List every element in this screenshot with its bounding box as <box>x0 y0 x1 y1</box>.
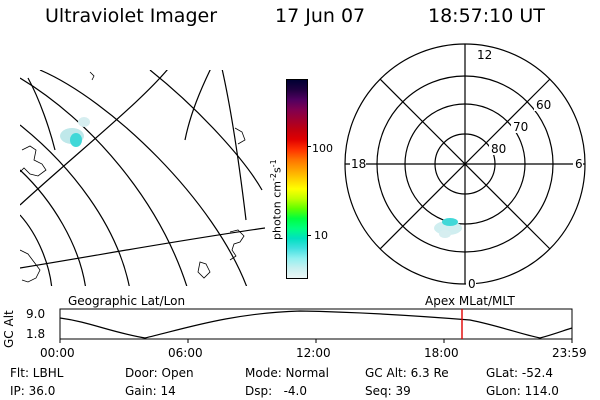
ip-info: IP: 36.0 <box>10 384 56 398</box>
coastline <box>229 229 245 261</box>
mlt-label-6: 6 <box>575 157 583 171</box>
time-label: 18:57:10 UT <box>428 5 545 27</box>
coastline <box>20 249 41 283</box>
altitude-ytick-max: 9.0 <box>26 307 46 321</box>
seq-info: Seq: 39 <box>365 384 411 398</box>
mode-info: Mode: Normal <box>245 366 329 380</box>
latitude-line <box>149 70 263 191</box>
latitude-line <box>20 124 130 286</box>
meridian-line <box>27 77 56 151</box>
colorbar-tick-100: 100 <box>312 142 333 155</box>
colorbar <box>286 79 308 279</box>
lat-label-80: 80 <box>491 142 507 156</box>
gain-info: Gain: 14 <box>125 384 176 398</box>
aurora-emission-geo <box>60 117 90 147</box>
tick-mark <box>307 235 311 236</box>
mlt-label-18: 18 <box>351 157 367 171</box>
meridian-line <box>184 70 211 141</box>
date-label: 17 Jun 07 <box>275 5 366 27</box>
gc-alt-info: GC Alt: 6.3 Re <box>365 366 449 380</box>
altitude-ytick-min: 1.8 <box>26 327 46 341</box>
dsp-info: Dsp: -4.0 <box>245 384 308 398</box>
meridian-line <box>221 70 247 221</box>
latitude-line <box>20 77 188 286</box>
meridian-line <box>20 70 168 206</box>
time-tick-1200: 12:00 <box>296 346 331 360</box>
altitude-curve <box>59 310 573 339</box>
latitude-line <box>39 70 248 286</box>
door-info: Door: Open <box>125 366 194 380</box>
time-tick-0600: 06:00 <box>168 346 203 360</box>
time-tick-1800: 18:00 <box>424 346 459 360</box>
colorbar-tick-10: 10 <box>314 229 328 242</box>
filter-info: Flt: LBHL <box>10 366 64 380</box>
coastline <box>234 127 246 145</box>
coastline <box>20 145 47 177</box>
tick-mark <box>307 146 311 147</box>
polar-plot <box>344 43 586 285</box>
glon-info: GLon: 114.0 <box>486 384 559 398</box>
coastline <box>89 71 95 81</box>
time-tick-2359: 23:59 <box>552 346 587 360</box>
colorbar-units-label: photon cm-2s-1 <box>269 159 284 240</box>
lat-label-70: 70 <box>513 120 529 134</box>
meridian-line <box>20 227 265 269</box>
glat-info: GLat: -52.4 <box>486 366 553 380</box>
geographic-panel-label: Geographic Lat/Lon <box>68 294 186 308</box>
mlt-label-12: 12 <box>477 48 493 62</box>
apex-panel-label: Apex MLat/MLT <box>425 294 515 308</box>
lat-label-60: 60 <box>536 98 552 112</box>
time-tick-0000: 00:00 <box>40 346 75 360</box>
altitude-plot <box>59 308 573 343</box>
instrument-title: Ultraviolet Imager <box>45 5 218 27</box>
altitude-axis-label: GC Alt <box>2 310 16 348</box>
mlt-label-0: 0 <box>468 277 476 291</box>
latitude-line <box>20 169 86 286</box>
latitude-line <box>20 214 53 286</box>
coastline <box>197 261 211 279</box>
aurora-emission-polar <box>434 218 462 238</box>
